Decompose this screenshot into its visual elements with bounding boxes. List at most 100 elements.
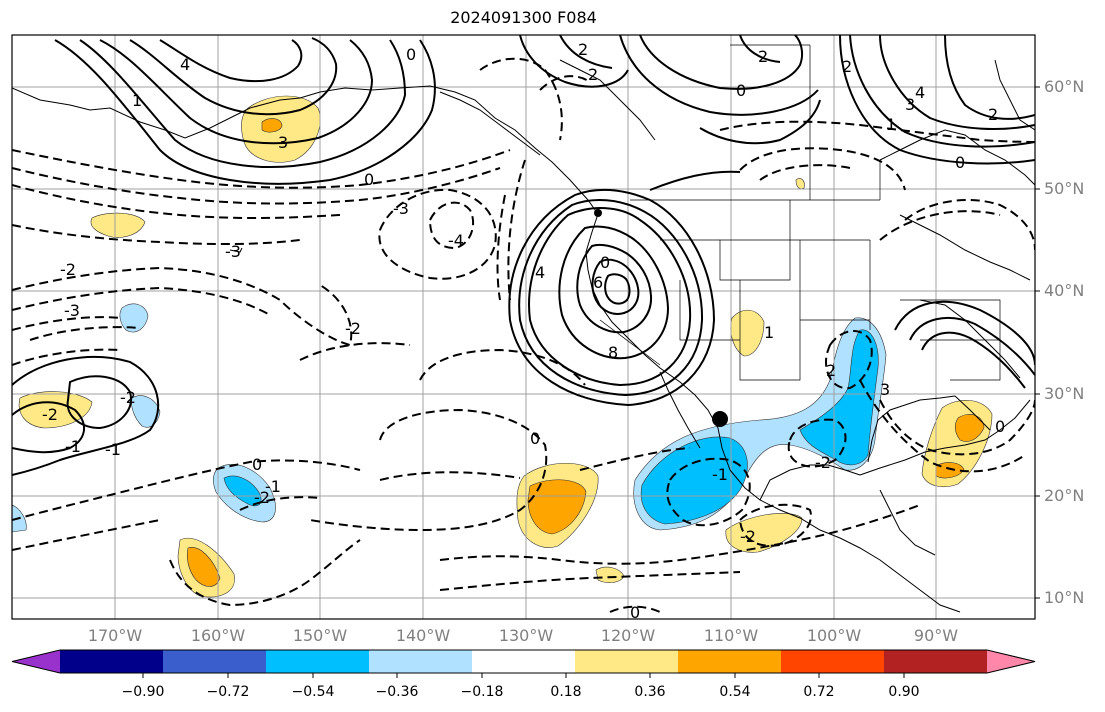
lat-label: 30°N [1044,384,1085,403]
negative-anomaly-sub-pacific-core [223,475,262,507]
colorbar-tick-label: 0.72 [803,684,835,700]
lon-label: 90°W [913,626,959,645]
colorbar-tick-label: −0.90 [121,684,165,700]
lat-label: 10°N [1044,588,1085,607]
lat-label: 50°N [1044,179,1085,198]
colorbar-tick-label: −0.72 [206,684,250,700]
contour-label: -4 [448,231,464,250]
positive-anomaly-alaska [241,95,321,163]
contour-label: -1 [105,440,121,459]
coastlines [12,59,1035,613]
contour-label: -2 [740,527,756,546]
lon-label: 110°W [703,626,759,645]
contour-label: 0 [530,429,540,448]
secondary-point-marker [594,209,602,217]
contour-label: 0 [406,45,416,64]
contour-label: 2 [826,361,836,380]
contour-label: -3 [393,199,409,218]
contour-label: 4 [180,55,190,74]
contour-label: -2 [254,488,270,507]
dashed-contours [12,57,1035,613]
lon-label: 120°W [600,626,656,645]
contour-label: 3 [880,380,890,399]
colorbar-extend-min [12,650,60,673]
contour-label: 1 [764,323,774,342]
contour-label: 0 [600,253,610,272]
positive-anomaly-baja-north [730,309,765,357]
contour-label: 3 [905,95,915,114]
graticule [12,35,1035,619]
state-borders [599,44,1001,381]
positive-anomaly-gulf-east-core-2 [935,462,965,479]
contour-labels: 0 2 2 2 0 2 4 3 1 2 4 1 3 -3 -2 0 -3 -4 … [42,40,1005,622]
colorbar-ticks [142,673,905,678]
contour-label: 2 [842,57,852,76]
contour-label: -3 [225,242,241,261]
colorbar-tick-label: −0.18 [460,684,504,700]
contour-label: -2 [815,453,831,472]
contour-label: -2 [60,260,76,279]
contour-label: 2 [588,65,598,84]
colorbar-extend-max [987,650,1035,673]
colorbar-segment [781,650,885,673]
contour-label: 0 [736,81,746,100]
contour-label: 4 [535,263,545,282]
contour-label: -3 [64,301,80,320]
negative-anomaly-c-pacific [119,303,149,333]
map-frame [11,34,1036,620]
contour-label: 0 [630,603,640,622]
contour-label: 2 [578,40,588,59]
positive-anomaly-trop-pacific-core [186,547,221,587]
colorbar-tick-label: 0.18 [550,684,582,700]
positive-anomaly-canada-small [795,178,805,190]
contour-label: 0 [364,170,374,189]
lat-label: 60°N [1044,77,1085,96]
colorbar-segment [678,650,782,673]
contour-label: -1 [65,437,81,456]
lon-label: 160°W [190,626,246,645]
contour-label: 0 [252,455,262,474]
shaded-anomalies [12,95,993,598]
lon-label: 100°W [806,626,862,645]
colorbar-tick-label: 0.36 [634,684,666,700]
positive-anomaly-n-pacific [90,212,146,238]
contour-label: 0 [955,153,965,172]
map-plot-area: 0 2 2 2 0 2 4 3 1 2 4 1 3 -3 -2 0 -3 -4 … [12,35,1035,622]
lon-label: 170°W [87,626,143,645]
lon-label: 150°W [292,626,348,645]
contour-label: 1 [886,115,896,134]
contour-label: 4 [915,83,925,102]
contour-label: -1 [265,477,281,496]
contour-label: 3 [278,133,288,152]
contour-label: 8 [608,343,618,362]
contour-label: 0 [995,417,1005,436]
contour-label: -1 [712,465,728,484]
colorbar-segment [472,650,576,673]
colorbar-tick-label: −0.54 [291,684,335,700]
map-title: 2024091300 F084 [450,8,597,27]
positive-anomaly-small [595,566,625,583]
colorbar-segment [575,650,679,673]
colorbar-segment [266,650,370,673]
positive-anomaly-mexico-south [725,513,803,553]
colorbar-segment [60,650,164,673]
colorbar-segment [163,650,267,673]
colorbar-outline [11,649,1036,674]
solid-contours [12,35,1035,476]
contour-label: 2 [988,105,998,124]
contour-label: 1 [132,91,142,110]
storm-center-marker [712,411,728,427]
contour-label: 2 [758,47,768,66]
positive-anomaly-alaska-core [261,118,283,133]
lat-ticks [1035,86,1040,599]
colorbar-tick-label: 0.90 [888,684,920,700]
contour-label: 6 [593,273,603,292]
colorbar-tick-label: −0.36 [375,684,419,700]
colorbar-tick-label: 0.54 [719,684,751,700]
lat-label: 40°N [1044,281,1085,300]
colorbar-segment [884,650,988,673]
lon-label: 130°W [498,626,554,645]
colorbar [11,649,1036,674]
lon-label: 140°W [395,626,451,645]
